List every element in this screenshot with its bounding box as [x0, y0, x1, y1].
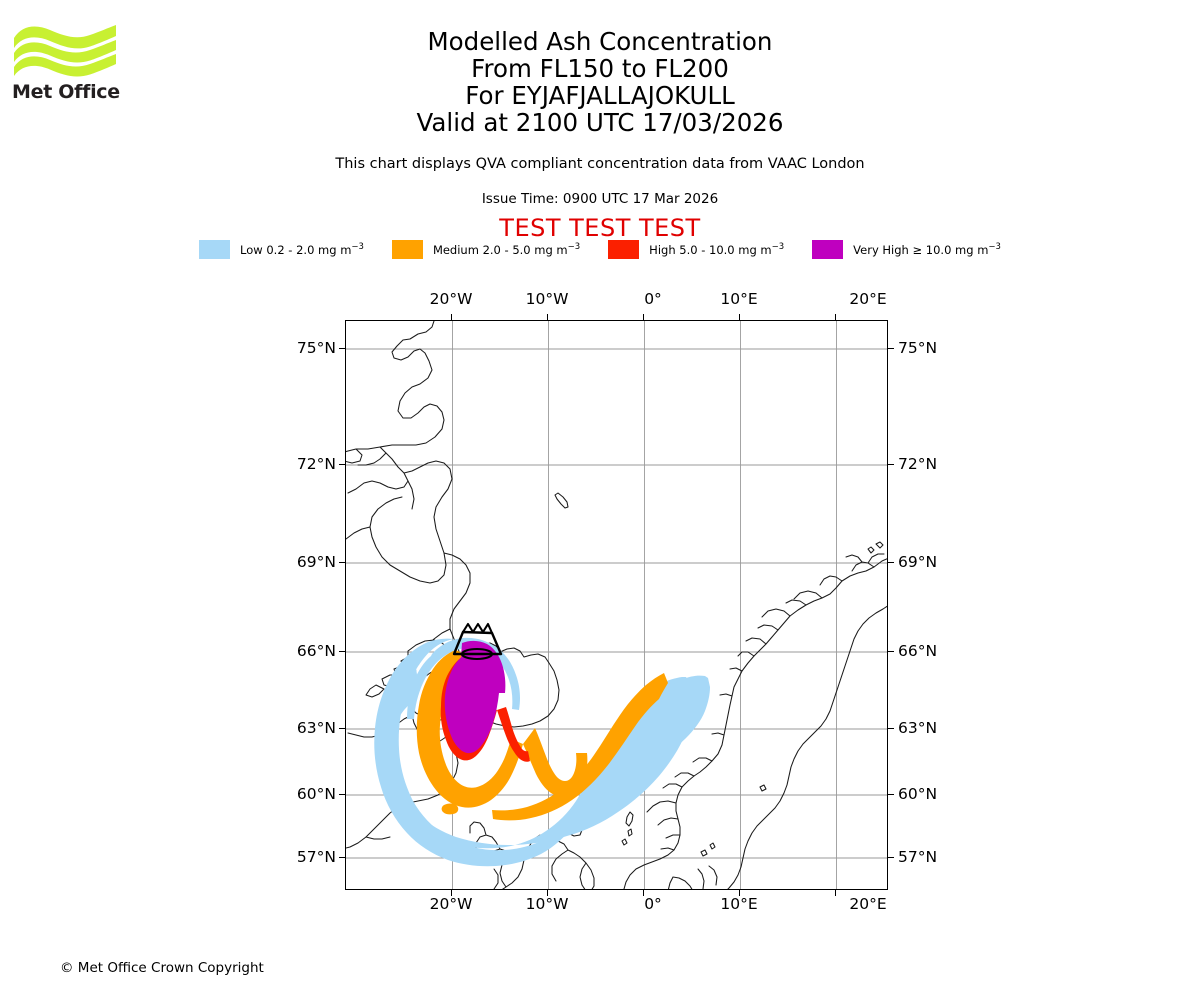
ash-mass-low-fill — [374, 638, 707, 867]
axis-label-lat-right-66n: 66°N — [898, 642, 938, 660]
ash-contour-low — [388, 675, 692, 849]
tick-mark-lat-right — [888, 348, 894, 350]
tick-mark-lat-right — [888, 651, 894, 653]
axis-label-lat-left-75n: 75°N — [296, 339, 336, 357]
axis-label-lat-left-72n: 72°N — [296, 455, 336, 473]
page-title: Modelled Ash Concentration — [427, 27, 773, 56]
axis-label-lat-left-57n: 57°N — [296, 848, 336, 866]
tick-mark-lon-top — [451, 314, 453, 320]
tick-mark-lon-top — [835, 314, 837, 320]
legend-item-low: Low 0.2 - 2.0 mg m−3 — [199, 240, 364, 259]
map-plot-frame — [345, 320, 888, 890]
test-banner: TEST TEST TEST — [499, 214, 701, 242]
ash-concentration-map — [339, 314, 894, 896]
legend-label-medium: Medium 2.0 - 5.0 mg m−3 — [432, 241, 581, 257]
chart-title-block: Modelled Ash Concentration From FL150 to… — [0, 28, 1200, 136]
axis-label-lat-left-60n: 60°N — [296, 785, 336, 803]
copyright-notice: © Met Office Crown Copyright — [60, 960, 264, 976]
volcano-source-marker — [452, 622, 503, 661]
met-office-wave-icon — [14, 25, 116, 77]
ash-contour-very-high — [444, 648, 500, 754]
tick-mark-lat-right — [888, 794, 894, 796]
axis-label-lon-bottom-20e: 20°E — [849, 895, 887, 913]
legend-item-high: High 5.0 - 10.0 mg m−3 — [608, 240, 784, 259]
title-volcano: For EYJAFJALLAJOKULL — [465, 81, 735, 110]
tick-mark-lon-top — [739, 314, 741, 320]
legend-swatch-very-high-icon — [812, 240, 844, 259]
issue-time-label: Issue Time: 0900 UTC 17 Mar 2026 — [481, 191, 719, 207]
axis-label-lat-right-60n: 60°N — [898, 785, 938, 803]
axis-label-lat-left-66n: 66°N — [296, 642, 336, 660]
legend-label-very-high: Very High ≥ 10.0 mg m−3 — [853, 241, 1001, 257]
axis-label-lon-top-10e: 10°E — [720, 290, 758, 308]
axis-label-lon-bottom-10w: 10°W — [525, 895, 569, 913]
axis-label-lon-top-20w: 20°W — [429, 290, 473, 308]
legend-label-high: High 5.0 - 10.0 mg m−3 — [649, 241, 785, 257]
tick-mark-lat-left — [339, 562, 345, 564]
title-flight-levels: From FL150 to FL200 — [471, 54, 729, 83]
coastline-greenland-fjords — [357, 452, 439, 840]
ash-blob-medium-small — [441, 803, 459, 815]
tick-mark-lon-bottom — [835, 890, 837, 896]
tick-mark-lat-left — [339, 464, 345, 466]
tick-mark-lon-bottom — [451, 890, 453, 896]
axis-label-lon-top-10w: 10°W — [525, 290, 569, 308]
legend-item-very-high: Very High ≥ 10.0 mg m−3 — [812, 240, 1001, 259]
tick-mark-lon-top — [547, 314, 549, 320]
tick-mark-lat-left — [339, 794, 345, 796]
tick-mark-lat-right — [888, 857, 894, 859]
tick-mark-lat-right — [888, 464, 894, 466]
tick-mark-lat-left — [339, 651, 345, 653]
tick-mark-lon-bottom — [643, 890, 645, 896]
tick-mark-lon-top — [643, 314, 645, 320]
coastline-norway — [623, 558, 887, 889]
ash-contour-medium-tail — [523, 728, 588, 797]
legend-label-low: Low 0.2 - 2.0 mg m−3 — [240, 241, 364, 257]
axis-label-lat-left-69n: 69°N — [296, 553, 336, 571]
tick-mark-lat-left — [339, 728, 345, 730]
axis-label-lon-top-0: 0° — [644, 290, 662, 308]
ash-plume — [374, 637, 710, 867]
coastline-greenland — [346, 321, 485, 849]
ash-contour-high-tail — [497, 707, 530, 762]
ash-contour-medium-arc — [492, 673, 668, 821]
ash-contour-low-cap — [407, 637, 520, 719]
coastline-shetland — [621, 811, 634, 846]
tick-mark-lon-bottom — [739, 890, 741, 896]
coastline-sweden — [727, 605, 887, 889]
legend-item-medium: Medium 2.0 - 5.0 mg m−3 — [391, 240, 581, 259]
axis-label-lat-right-57n: 57°N — [898, 848, 938, 866]
tick-mark-lat-left — [339, 348, 345, 350]
axis-label-lat-right-63n: 63°N — [898, 719, 938, 737]
coastline-norway-fjords — [646, 553, 885, 851]
qva-compliance-note: This chart displays QVA compliant concen… — [335, 156, 865, 172]
met-office-logo-text: Met Office — [12, 81, 120, 103]
tick-mark-lon-bottom — [547, 890, 549, 896]
axis-label-lat-left-63n: 63°N — [296, 719, 336, 737]
axis-label-lon-bottom-20w: 20°W — [429, 895, 473, 913]
axis-label-lat-right-75n: 75°N — [898, 339, 938, 357]
axis-label-lat-right-72n: 72°N — [898, 455, 938, 473]
tick-mark-lat-left — [339, 857, 345, 859]
axis-label-lat-right-69n: 69°N — [898, 553, 938, 571]
map-canvas — [346, 321, 887, 889]
tick-mark-lat-right — [888, 728, 894, 730]
coastline-jan-mayen — [554, 492, 569, 509]
concentration-legend: Low 0.2 - 2.0 mg m−3 Medium 2.0 - 5.0 mg… — [0, 240, 1200, 259]
coastline-denmark — [667, 865, 718, 889]
met-office-logo: Met Office — [12, 22, 132, 117]
title-valid-time: Valid at 2100 UTC 17/03/2026 — [416, 108, 784, 137]
legend-swatch-medium-icon — [391, 240, 423, 259]
axis-label-lon-top-20e: 20°E — [849, 290, 887, 308]
legend-swatch-high-icon — [608, 240, 640, 259]
axis-label-lon-bottom-10e: 10°E — [720, 895, 758, 913]
tick-mark-lat-right — [888, 562, 894, 564]
legend-swatch-low-icon — [199, 240, 231, 259]
coastline-small-islands — [700, 541, 884, 857]
axis-label-lon-bottom-0: 0° — [644, 895, 662, 913]
